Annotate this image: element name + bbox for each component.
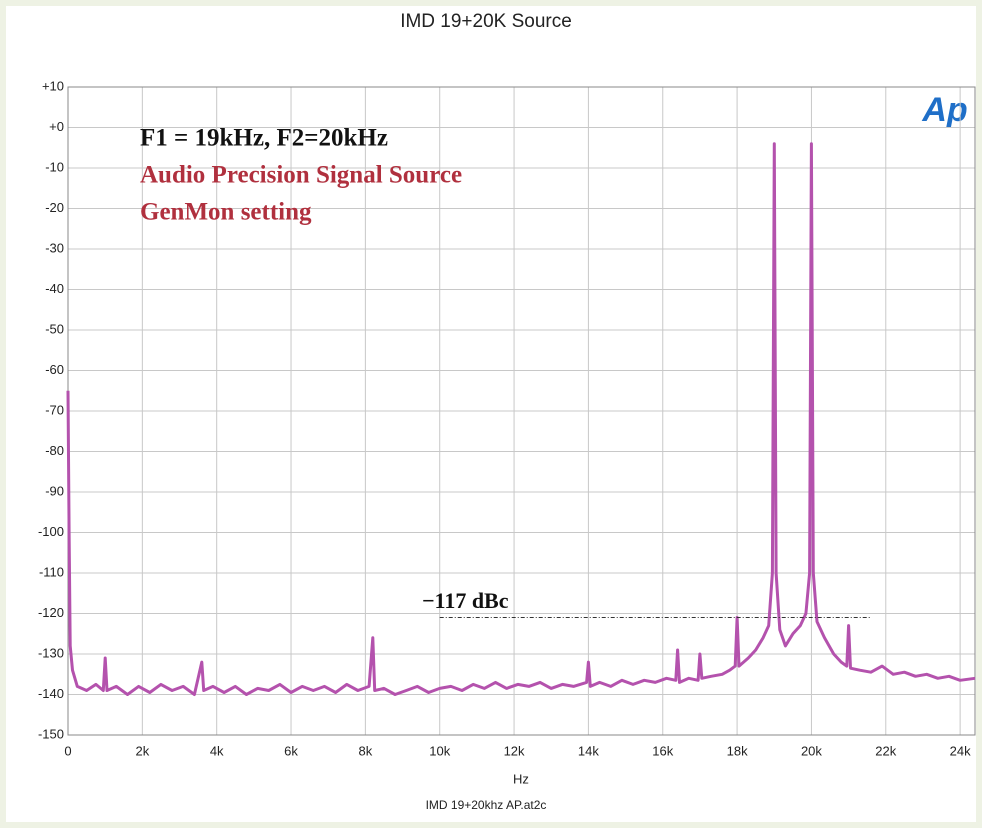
y-tick-label: -100 bbox=[38, 524, 64, 539]
y-tick-label: -90 bbox=[45, 483, 64, 498]
x-tick-label: 0 bbox=[64, 743, 71, 758]
x-axis-label: Hz bbox=[513, 771, 529, 786]
annotation: GenMon setting bbox=[140, 199, 312, 226]
y-tick-label: -80 bbox=[45, 443, 64, 458]
y-tick-label: -30 bbox=[45, 240, 64, 255]
y-tick-label: -60 bbox=[45, 362, 64, 377]
y-tick-label: +10 bbox=[42, 78, 64, 93]
chart-title: IMD 19+20K Source bbox=[400, 11, 572, 32]
x-tick-label: 22k bbox=[875, 743, 896, 758]
footer: IMD 19+20khz AP.at2c bbox=[426, 798, 547, 812]
y-tick-label: -50 bbox=[45, 321, 64, 336]
y-tick-label: -140 bbox=[38, 686, 64, 701]
x-tick-label: 2k bbox=[135, 743, 149, 758]
y-tick-label: -10 bbox=[45, 159, 64, 174]
x-tick-label: 24k bbox=[950, 743, 971, 758]
spectrum-line bbox=[66, 142, 976, 696]
x-tick-label: 8k bbox=[359, 743, 373, 758]
x-tick-label: 4k bbox=[210, 743, 224, 758]
x-tick-label: 18k bbox=[727, 743, 748, 758]
y-tick-label: -150 bbox=[38, 726, 64, 741]
y-tick-label: -20 bbox=[45, 200, 64, 215]
x-tick-label: 10k bbox=[429, 743, 450, 758]
annotation: F1 = 19kHz, F2=20kHz bbox=[140, 125, 388, 152]
y-tick-label: +0 bbox=[49, 119, 64, 134]
y-tick-label: -70 bbox=[45, 402, 64, 417]
y-tick-label: -130 bbox=[38, 645, 64, 660]
y-tick-label: -40 bbox=[45, 281, 64, 296]
annotation: Audio Precision Signal Source bbox=[140, 162, 462, 189]
x-tick-label: 12k bbox=[504, 743, 525, 758]
y-tick-label: -110 bbox=[39, 564, 64, 579]
x-tick-label: 14k bbox=[578, 743, 599, 758]
x-tick-label: 20k bbox=[801, 743, 822, 758]
x-tick-label: 16k bbox=[652, 743, 673, 758]
logo: Ap bbox=[921, 91, 967, 129]
annotation: −117 dBc bbox=[422, 588, 509, 613]
y-tick-label: -120 bbox=[38, 605, 64, 620]
x-tick-label: 6k bbox=[284, 743, 298, 758]
